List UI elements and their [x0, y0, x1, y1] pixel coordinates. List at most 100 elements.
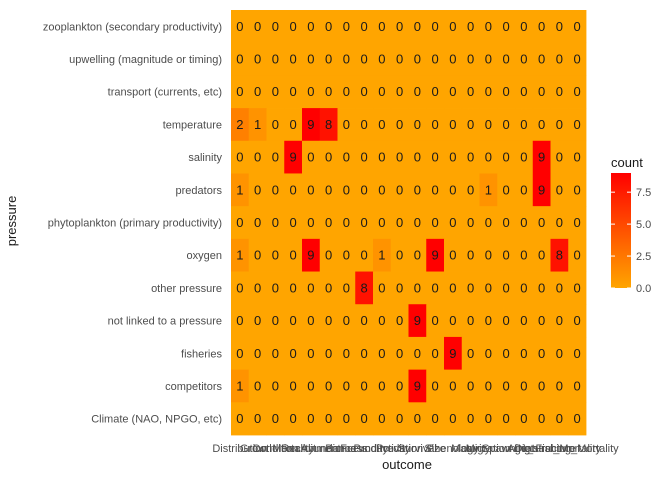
heatmap-cell [497, 369, 516, 403]
cell-value-label: 0 [538, 19, 545, 34]
heatmap-cell [426, 108, 445, 142]
heatmap-cell [337, 271, 356, 305]
y-tick-labels: zooplankton (secondary productivity) upwe… [43, 21, 223, 425]
heatmap-cell [426, 271, 445, 305]
heatmap-cell [248, 10, 267, 44]
cell-value-label: 0 [307, 215, 314, 230]
y-tick-label: transport (currents, etc) [108, 87, 222, 99]
cell-value-label: 0 [449, 313, 456, 328]
legend-colorbar [611, 173, 631, 288]
cell-value-label: 0 [538, 378, 545, 393]
heatmap-cell [550, 140, 569, 174]
heatmap-cell [284, 402, 303, 436]
x-tick-label: Abundance [301, 443, 357, 455]
cell-value-label: 0 [574, 411, 581, 426]
heatmap-cell [461, 271, 480, 305]
cell-value-label: 0 [325, 150, 332, 165]
cell-value-label: 0 [449, 117, 456, 132]
cell-value-label: 0 [574, 84, 581, 99]
cell-value-label: 0 [574, 19, 581, 34]
cell-value-label: 0 [432, 150, 439, 165]
heatmap-cell [461, 304, 480, 338]
heatmap-cell [337, 206, 356, 240]
cell-value-label: 0 [520, 52, 527, 67]
x-tick-label: Natural_Mortality [518, 443, 602, 455]
cell-value-label: 0 [467, 84, 474, 99]
heatmap-cell [373, 304, 392, 338]
cell-value-label: 2 [236, 117, 243, 132]
heatmap-cell [319, 140, 338, 174]
heatmap-cell [568, 75, 587, 109]
cell-value-label: 0 [556, 52, 563, 67]
heatmap-cell [426, 42, 445, 76]
cell-value-label: 0 [254, 378, 261, 393]
cell-value-label: 0 [556, 215, 563, 230]
cell-value-label: 0 [432, 280, 439, 295]
cell-value-label: 0 [520, 84, 527, 99]
heatmap-cell [284, 108, 303, 142]
y-tick-label: oxygen [187, 250, 222, 262]
heatmap-cell [390, 108, 409, 142]
x-tick-label: Phenology [427, 443, 479, 455]
heatmap-cell [568, 206, 587, 240]
cell-value-label: 0 [236, 84, 243, 99]
cell-value-label: 0 [503, 248, 510, 263]
heatmap-cell [355, 402, 374, 436]
cell-value-label: 0 [236, 411, 243, 426]
heatmap-cell [479, 336, 498, 371]
cell-value-label: 0 [254, 346, 261, 361]
y-tick-label: phytoplankton (primary productivity) [48, 218, 222, 230]
heatmap-cell [497, 402, 516, 436]
cell-value-label: 0 [503, 117, 510, 132]
heatmap-cell [266, 271, 285, 305]
heatmap-cell [319, 173, 338, 207]
heatmap-cell [444, 369, 463, 403]
heatmap-cell [497, 336, 516, 371]
heatmap-cell [532, 336, 551, 371]
heatmap-cell [497, 108, 516, 142]
cell-value-label: 0 [467, 248, 474, 263]
heatmap-cell [302, 271, 321, 305]
heatmap-cell [337, 304, 356, 338]
heatmap-cell [355, 369, 374, 403]
cell-value-label: 0 [556, 19, 563, 34]
x-tick-label: Spawning [482, 443, 530, 455]
heatmap-cell [373, 10, 392, 44]
heatmap-cell [479, 140, 498, 174]
heatmap-cell [497, 304, 516, 338]
cell-value-label: 0 [485, 280, 492, 295]
cell-value-label: 9 [307, 117, 314, 132]
heatmap-cell [355, 238, 374, 272]
heatmap-cell [390, 336, 409, 371]
cell-value-label: 0 [414, 19, 421, 34]
heatmap-cell [479, 304, 498, 338]
cell-value-label: 0 [378, 411, 385, 426]
cell-value-label: 0 [236, 346, 243, 361]
cell-value-label: 0 [290, 280, 297, 295]
cell-value-label: 0 [254, 411, 261, 426]
cell-value-label: 9 [432, 248, 439, 263]
heatmap-cell [444, 271, 463, 305]
heatmap-cell [550, 336, 569, 371]
heatmap-cell [532, 108, 551, 142]
heatmap-cell [266, 140, 285, 174]
x-tick-label: Predation [376, 443, 423, 455]
cell-value-label: 8 [556, 248, 563, 263]
heatmap-cell [248, 369, 267, 403]
cell-value-label: 9 [414, 313, 421, 328]
cell-value-label: 9 [307, 248, 314, 263]
cell-value-label: 0 [343, 378, 350, 393]
heatmap-cell [319, 336, 338, 371]
cell-value-label: 0 [396, 313, 403, 328]
heatmap-cell [337, 369, 356, 403]
heatmap-cell [550, 402, 569, 436]
cell-value-label: 0 [378, 117, 385, 132]
heatmap-cell [550, 173, 569, 207]
heatmap-cell [248, 42, 267, 76]
heatmap-cell [515, 271, 534, 305]
heatmap-cell [284, 10, 303, 44]
x-tick-label: Diet [514, 443, 534, 455]
legend-tick-label: 0.0 [636, 283, 651, 295]
heatmap-cell [550, 75, 569, 109]
cell-value-label: 0 [520, 150, 527, 165]
